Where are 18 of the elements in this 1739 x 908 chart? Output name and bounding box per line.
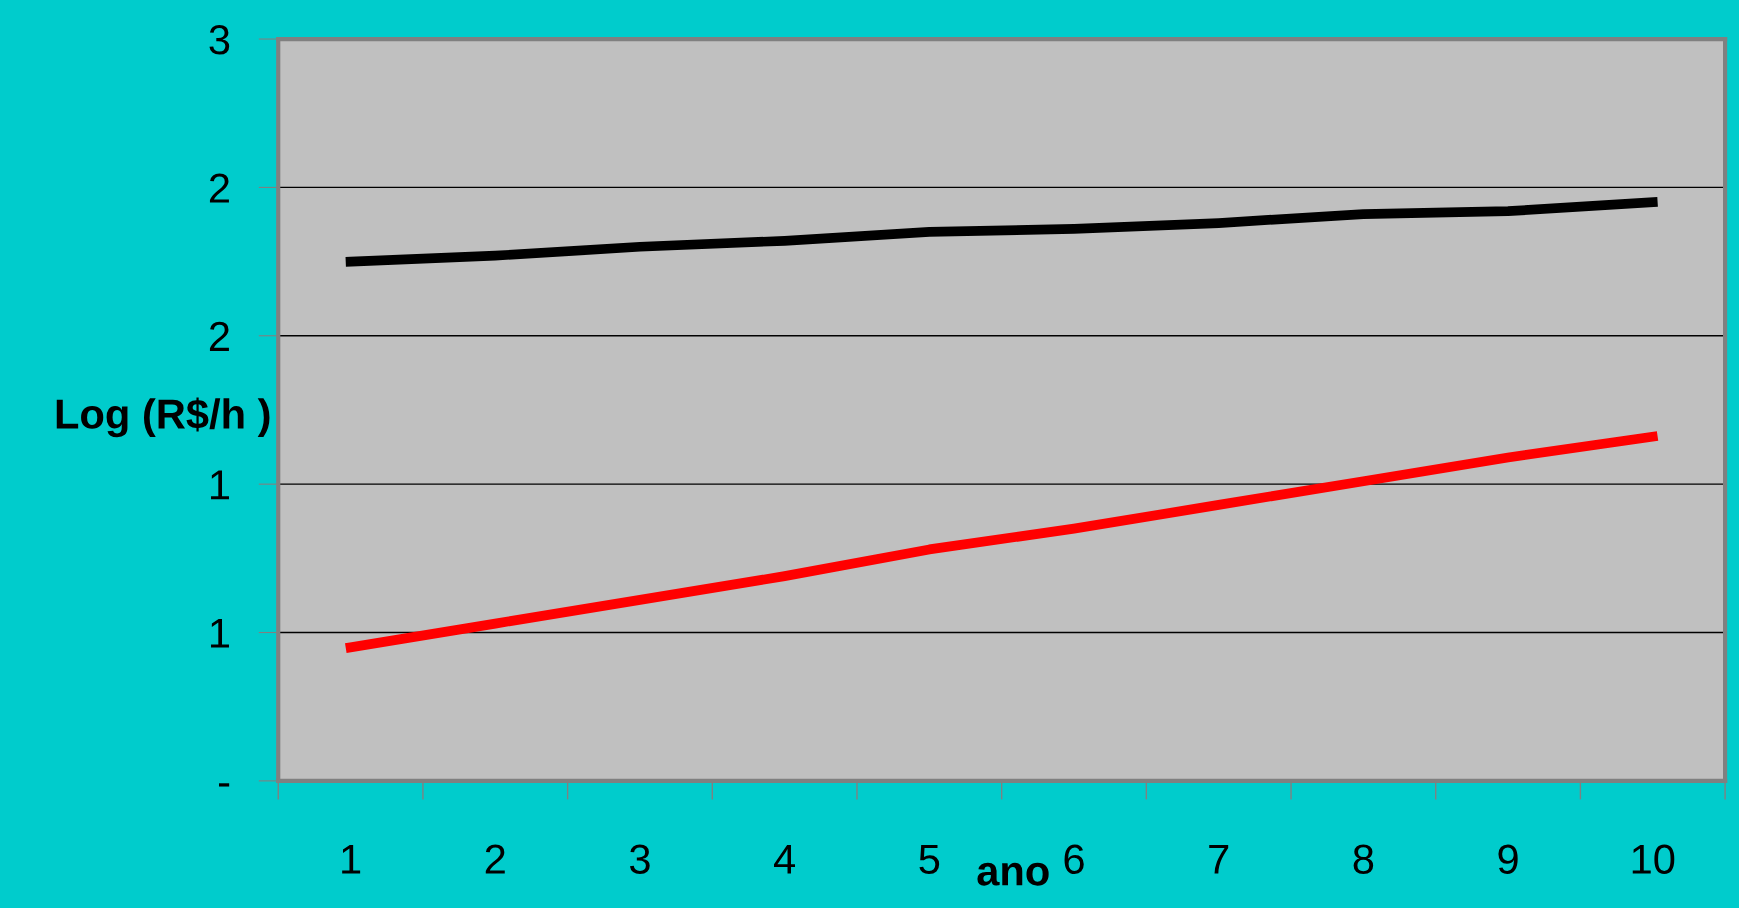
y-tick-label: 1 xyxy=(211,618,229,648)
y-tick-label: 3 xyxy=(209,25,230,55)
x-tick-label: 3 xyxy=(629,844,650,874)
y-axis-title: Log (R$/h ) xyxy=(56,397,270,438)
y-tick-label: 2 xyxy=(209,321,229,351)
x-tick-label: 7 xyxy=(1209,844,1229,874)
y-tick-label: 1 xyxy=(211,470,229,500)
y-tick-label: - xyxy=(218,783,230,787)
x-tick-label: 2 xyxy=(485,844,505,874)
x-axis-title: ano xyxy=(977,862,1049,886)
x-tick-label: 8 xyxy=(1353,844,1374,874)
x-tick-label: 5 xyxy=(919,844,940,874)
x-tick-label: 4 xyxy=(774,844,795,874)
x-tick-label: 10 xyxy=(1632,844,1675,874)
x-tick-label: 9 xyxy=(1498,844,1518,874)
x-tick-label: 6 xyxy=(1064,844,1084,874)
x-tick-label: 1 xyxy=(342,844,361,874)
y-tick-label: 2 xyxy=(209,173,229,203)
